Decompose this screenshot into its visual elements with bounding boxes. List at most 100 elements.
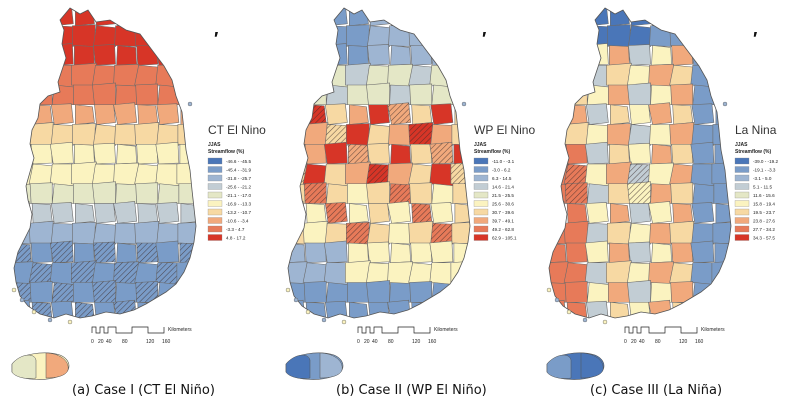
region-polygon: [288, 124, 307, 146]
region-polygon: [584, 141, 609, 165]
region-polygon: [14, 143, 32, 165]
scale-bar: 0 20 40 80 120 160 Kilometers: [624, 326, 725, 345]
north-arrow-icon: ′: [482, 29, 486, 49]
region-polygon: [691, 124, 716, 146]
region-polygon: [288, 25, 307, 47]
region-polygon: [650, 282, 672, 303]
region-polygon: [549, 222, 568, 245]
region-polygon: [137, 104, 159, 125]
legend-label: -19.1 - -3.3: [753, 168, 776, 173]
region-polygon: [563, 122, 589, 146]
jeju-island: [11, 352, 70, 380]
legend-swatch: [207, 234, 223, 241]
region-polygon: [50, 222, 75, 245]
region-polygon: [629, 104, 651, 125]
region-polygon: [179, 45, 196, 66]
region-polygon: [714, 242, 731, 264]
region-polygon: [452, 183, 470, 204]
region-polygon: [179, 143, 196, 165]
region-polygon: [75, 104, 95, 125]
region-polygon: [430, 25, 455, 47]
significance-hatch: [627, 164, 653, 186]
island-shape: [305, 309, 311, 315]
significance-hatch: [135, 281, 158, 303]
significance-hatch: [429, 142, 453, 164]
region-polygon: [73, 282, 95, 303]
region-polygon: [114, 222, 138, 245]
region-polygon: [74, 242, 95, 264]
region-polygon: [178, 84, 196, 106]
region-polygon: [549, 84, 567, 106]
region-polygon: [323, 240, 348, 264]
region-polygon: [137, 8, 159, 27]
region-polygon: [31, 104, 53, 125]
region-polygon: [178, 282, 196, 303]
region-polygon: [585, 202, 609, 224]
region-polygon: [549, 143, 567, 165]
significance-hatch: [430, 223, 454, 244]
region-polygon: [368, 104, 390, 125]
region-polygon: [454, 104, 470, 125]
region-polygon: [180, 8, 196, 27]
region-polygon: [137, 203, 159, 224]
region-polygon: [628, 25, 652, 47]
region-polygon: [691, 300, 715, 318]
region-polygon: [349, 301, 369, 318]
region-polygon: [549, 8, 567, 27]
region-polygon: [75, 203, 95, 224]
region-polygon: [608, 282, 630, 303]
region-polygon: [302, 64, 329, 88]
legend-swatch: [207, 183, 223, 190]
region-polygon: [669, 220, 695, 245]
region-polygon: [691, 25, 716, 47]
legend-swatch: [473, 234, 489, 241]
legend-swatch: [473, 217, 489, 224]
region-polygon: [563, 220, 589, 245]
scale-tick-label: 0: [91, 339, 94, 345]
scale-tick-label: 20: [364, 339, 370, 345]
scale-tick-label: 20: [98, 339, 104, 345]
region-polygon: [288, 299, 306, 318]
region-polygon: [453, 143, 470, 165]
legend-label: -3.0 - 6.2: [492, 168, 511, 173]
region-polygon: [453, 242, 470, 264]
region-polygon: [368, 203, 390, 224]
map-panel-case1: CT El Nino JJAS Streamflow (%) -46.6 - -…: [11, 7, 266, 398]
region-polygon: [430, 8, 454, 27]
legend-swatch: [207, 174, 223, 182]
legend-swatch: [734, 191, 750, 199]
significance-hatch: [156, 301, 179, 318]
region-polygon: [367, 44, 390, 66]
legend-label: 4.8 - 17.2: [226, 236, 246, 241]
legend: JJAS Streamflow (%) -46.6 - -45.5 -45.4 -…: [207, 142, 251, 241]
significance-hatch: [155, 262, 181, 285]
region-polygon: [585, 124, 610, 146]
region-polygon: [288, 63, 308, 88]
region-polygon: [629, 203, 651, 224]
region-polygon: [288, 84, 306, 106]
region-polygon: [454, 301, 470, 318]
region-polygon: [565, 45, 588, 66]
region-polygon: [72, 123, 96, 146]
island-shape: [554, 297, 560, 303]
region-polygon: [670, 83, 694, 106]
legend-swatch: [734, 217, 750, 224]
choropleth-map: [546, 7, 732, 380]
region-polygon: [92, 82, 116, 106]
region-polygon: [94, 203, 116, 224]
region-polygon: [565, 242, 588, 264]
significance-hatch: [52, 282, 74, 303]
scale-bar: 0 20 40 80 120 160 Kilometers: [91, 326, 192, 345]
region-polygon: [629, 8, 651, 27]
region-polygon: [367, 124, 391, 146]
island-shape: [11, 287, 17, 293]
region-polygon: [49, 43, 74, 66]
legend-swatch: [207, 217, 223, 224]
panel-title: WP El Nino: [474, 123, 535, 137]
region-polygon: [651, 143, 672, 165]
region-polygon: [610, 301, 630, 318]
region-polygon: [692, 183, 715, 204]
significance-hatch: [564, 164, 590, 186]
region-polygon: [692, 282, 715, 303]
scale-tick-label: 40: [106, 339, 112, 345]
